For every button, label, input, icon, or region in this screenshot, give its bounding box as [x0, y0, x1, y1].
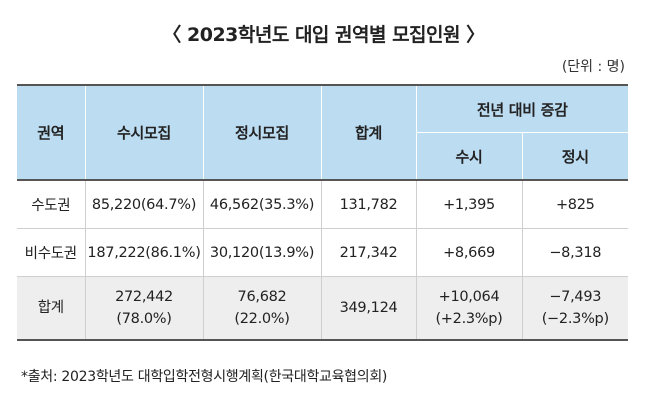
source-footnote: *출처: 2023학년도 대학입학전형시행계획(한국대학교육협의회)	[21, 369, 388, 385]
cell-susi-pct: (78.0%)	[116, 311, 172, 327]
cell-susi: 272,442 (78.0%)	[84, 276, 203, 341]
cell-total: 131,782	[320, 179, 416, 229]
cell-jeongsi: 76,682 (22.0%)	[202, 276, 321, 341]
table-row: 수도권 85,220(64.7%) 46,562(35.3%) 131,782 …	[17, 179, 629, 229]
cell-change-susi-value: +10,064	[438, 289, 500, 305]
header-change: 전년 대비 증감	[415, 84, 629, 133]
table-row: 비수도권 187,222(86.1%) 30,120(13.9%) 217,34…	[17, 228, 629, 277]
total-row: 합계 272,442 (78.0%) 76,682 (22.0%) 349,12…	[17, 276, 629, 341]
cell-change-jeongsi-pct: (−2.3%p)	[541, 311, 609, 327]
cell-susi: 187,222(86.1%)	[84, 228, 203, 277]
cell-jeongsi: 30,120(13.9%)	[202, 228, 321, 277]
admissions-table: 권역 수시모집 정시모집 합계 전년 대비 증감 수시 정시 수도권 85,22…	[17, 84, 629, 341]
cell-total: 217,342	[320, 228, 416, 277]
header-region: 권역	[17, 84, 85, 180]
cell-jeongsi: 46,562(35.3%)	[202, 179, 321, 229]
cell-susi-value: 272,442	[115, 289, 173, 305]
header-susi: 수시모집	[84, 84, 203, 180]
cell-total: 349,124	[320, 276, 416, 341]
cell-change-jeongsi-value: −7,493	[549, 289, 602, 305]
header-total: 합계	[320, 84, 416, 180]
cell-change-susi-pct: (+2.3%p)	[435, 311, 503, 327]
cell-change-susi: +8,669	[415, 228, 522, 277]
header-change-susi: 수시	[415, 132, 522, 180]
cell-jeongsi-value: 76,682	[237, 289, 287, 305]
cell-change-susi: +10,064 (+2.3%p)	[415, 276, 522, 341]
cell-susi: 85,220(64.7%)	[84, 179, 203, 229]
cell-region: 합계	[17, 276, 85, 341]
cell-region: 수도권	[17, 179, 85, 229]
cell-change-jeongsi: +825	[521, 179, 629, 229]
cell-region: 비수도권	[17, 228, 85, 277]
cell-change-jeongsi: −8,318	[521, 228, 629, 277]
header-change-jeongsi: 정시	[521, 132, 629, 180]
header-jeongsi: 정시모집	[202, 84, 321, 180]
cell-jeongsi-pct: (22.0%)	[234, 311, 290, 327]
table-title: 〈 2023학년도 대입 권역별 모집인원 〉	[162, 24, 485, 46]
cell-change-jeongsi: −7,493 (−2.3%p)	[521, 276, 629, 341]
unit-label: (단위 : 명)	[561, 59, 625, 75]
cell-change-susi: +1,395	[415, 179, 522, 229]
